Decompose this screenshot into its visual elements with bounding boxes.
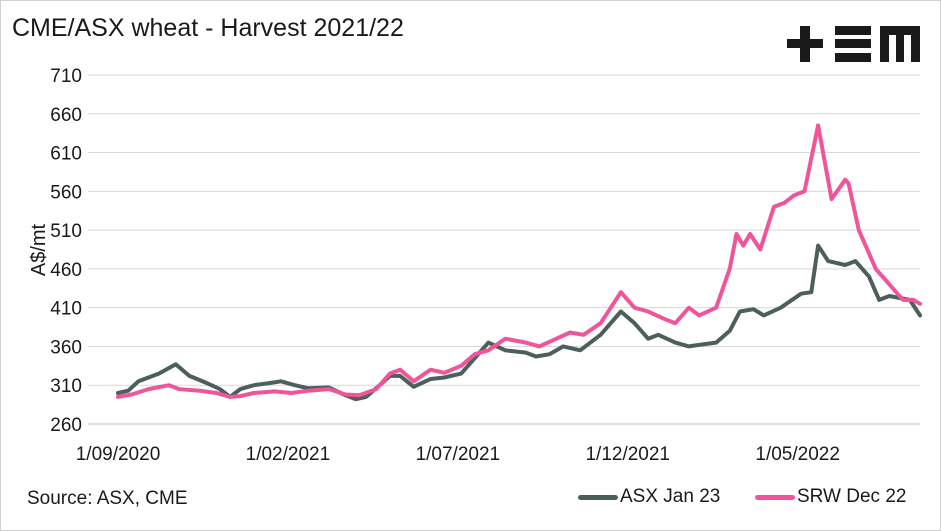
y-tick-label: 610 (50, 144, 82, 165)
y-tick-label: 410 (50, 299, 82, 320)
chart-title: CME/ASX wheat - Harvest 2021/22 (12, 14, 404, 42)
legend-item-asx: ASX Jan 23 (578, 486, 720, 508)
tem-logo (787, 26, 920, 62)
x-tick-label: 1/07/2021 (416, 444, 501, 465)
y-tick-label: 660 (50, 105, 82, 126)
y-tick-label: 560 (50, 182, 82, 203)
series-line-srw (116, 123, 922, 399)
x-tick-label: 1/02/2021 (246, 444, 331, 465)
y-tick-label: 260 (50, 415, 82, 436)
x-tick-label: 1/09/2020 (76, 444, 161, 465)
legend-swatch-asx (578, 494, 618, 500)
legend-swatch-srw (755, 494, 795, 500)
y-tick-label: 360 (50, 337, 82, 358)
y-tick-label: 710 (50, 66, 82, 87)
y-tick-label: 310 (50, 376, 82, 397)
source-note: Source: ASX, CME (27, 488, 188, 509)
legend-label-srw: SRW Dec 22 (797, 486, 907, 507)
series-line-asx (116, 243, 922, 402)
legend-label-asx: ASX Jan 23 (620, 486, 721, 507)
y-tick-label: 510 (50, 221, 82, 242)
x-tick-label: 1/05/2022 (755, 444, 840, 465)
y-tick-label: 460 (50, 260, 82, 281)
y-axis-label: A$/mt (28, 223, 50, 276)
x-tick-label: 1/12/2021 (585, 444, 670, 465)
legend-item-srw: SRW Dec 22 (755, 486, 906, 508)
